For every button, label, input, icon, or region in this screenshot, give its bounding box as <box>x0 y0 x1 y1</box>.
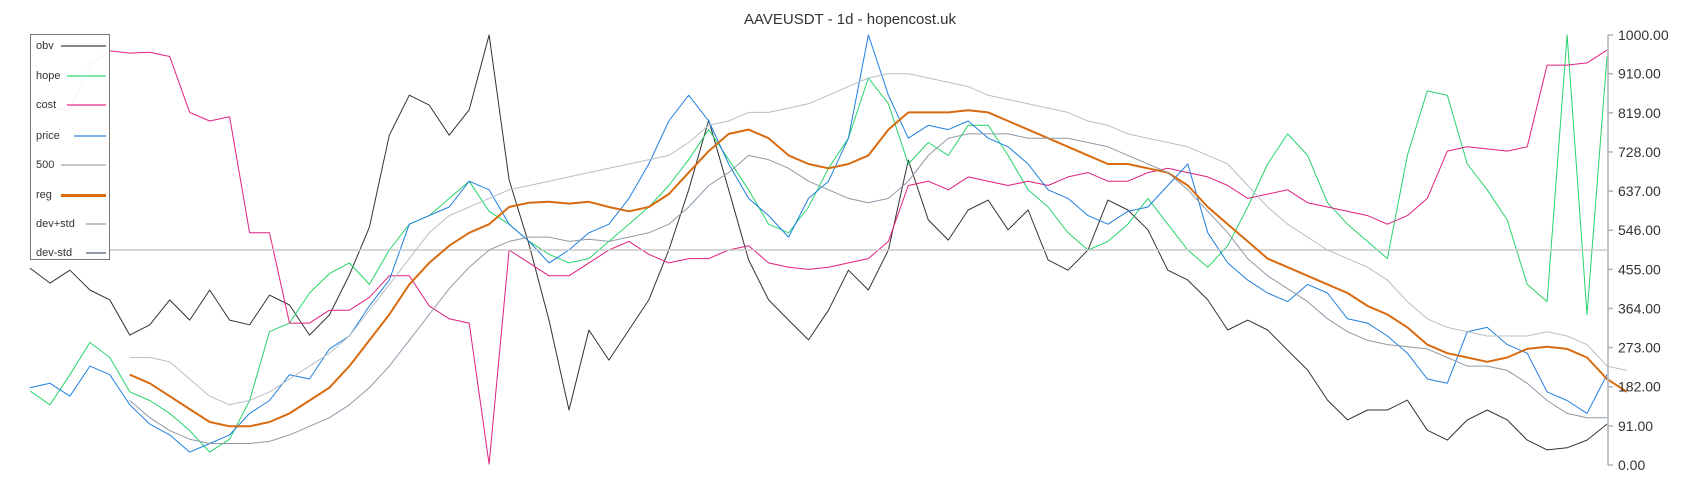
legend-item-obv[interactable]: obv <box>36 39 54 53</box>
chart-title: AAVEUSDT - 1d - hopencost.uk <box>743 11 957 28</box>
y-tick-label: 273.00 <box>1618 340 1661 356</box>
y-tick-label: 910.00 <box>1618 66 1661 82</box>
y-tick-label: 819.00 <box>1618 105 1661 121</box>
y-tick-label: 1000.00 <box>1618 27 1669 43</box>
legend-label: 500 <box>36 159 55 171</box>
y-tick-label: 728.00 <box>1618 144 1661 160</box>
series-layer <box>29 34 1628 465</box>
legend-item-dev-std[interactable]: dev-std <box>36 246 72 260</box>
y-tick-label: 0.00 <box>1618 457 1645 473</box>
series-cost-line <box>29 49 1608 465</box>
y-tick-label: 546.00 <box>1618 222 1661 238</box>
legend-label: dev+std <box>36 218 75 230</box>
series-dev-std-line <box>129 133 1607 444</box>
legend-swatch <box>73 135 106 137</box>
legend-item-500[interactable]: 500 <box>36 158 54 172</box>
series-reg-line <box>129 109 1628 428</box>
y-tick-label: 455.00 <box>1618 261 1661 277</box>
legend-swatch <box>60 164 106 166</box>
legend-swatch <box>60 45 106 47</box>
y-tick-label: 364.00 <box>1618 300 1661 316</box>
series-dev-std-line <box>129 73 1628 406</box>
series-price-line <box>29 34 1608 453</box>
legend-label: hope <box>36 70 61 82</box>
legend-swatch <box>67 104 106 106</box>
legend-label: obv <box>36 40 54 52</box>
series-obv-line <box>29 34 1608 451</box>
legend-swatch <box>86 223 106 225</box>
y-axis: 1000.00 910.00 819.00 728.00 637.00 546.00 455… <box>1607 27 1669 473</box>
legend: obv hope cost price 500 reg dev+std dev-std <box>30 34 110 260</box>
y-tick-label: 182.00 <box>1618 379 1661 395</box>
y-tick-label: 637.00 <box>1618 183 1661 199</box>
legend-label: price <box>36 130 60 142</box>
series-hope-line <box>29 34 1608 453</box>
legend-item-hope[interactable]: hope <box>36 69 60 83</box>
y-tick-label: 91.00 <box>1618 418 1653 434</box>
legend-item-cost[interactable]: cost <box>36 98 56 112</box>
legend-item-price[interactable]: price <box>36 129 60 143</box>
legend-label: cost <box>36 99 57 111</box>
legend-label: reg <box>36 189 52 201</box>
legend-swatch <box>67 75 106 77</box>
legend-swatch <box>60 194 106 197</box>
legend-item-dev-std[interactable]: dev+std <box>36 217 75 231</box>
legend-label: dev-std <box>36 247 73 259</box>
legend-swatch <box>86 252 106 254</box>
legend-item-reg[interactable]: reg <box>36 188 52 202</box>
